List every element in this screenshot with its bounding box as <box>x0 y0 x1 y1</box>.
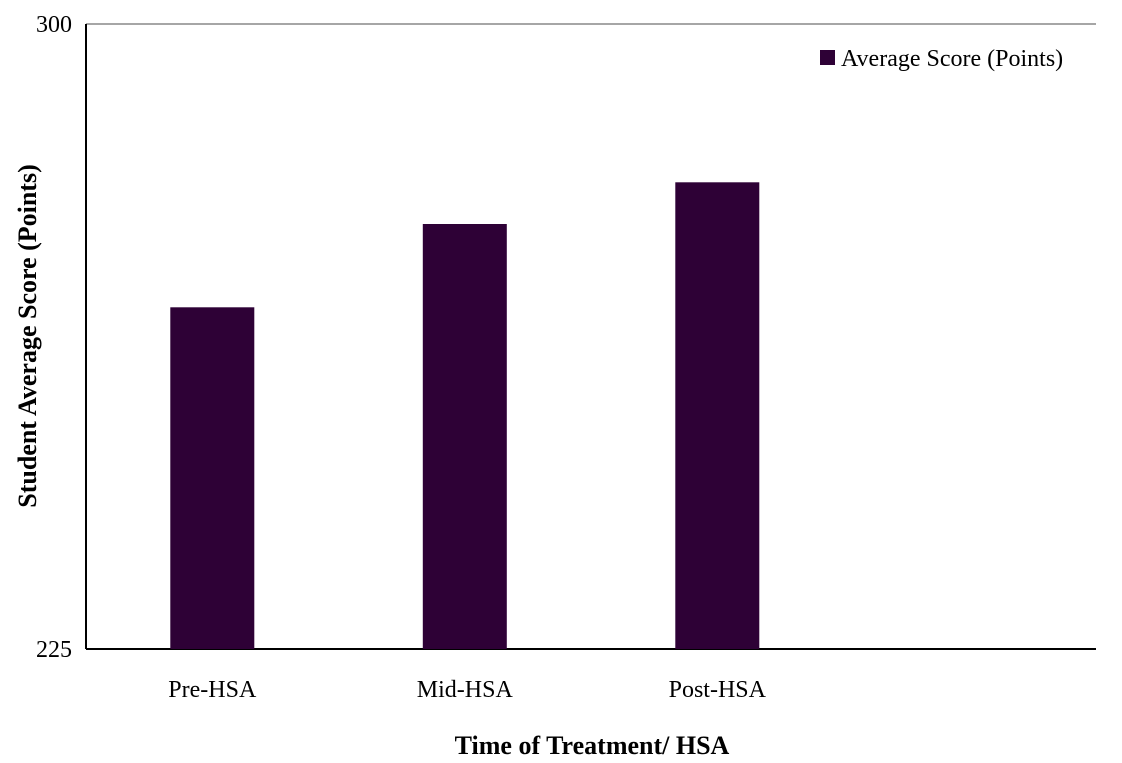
legend-swatch <box>820 50 835 65</box>
bar-pre-hsa <box>170 307 255 649</box>
y-tick-labels: 225 300 <box>36 12 72 663</box>
y-axis-title: Student Average Score (Points) <box>13 164 42 508</box>
plot-frame <box>85 23 1096 650</box>
legend-label: Average Score (Points) <box>841 46 1063 72</box>
bar-series <box>170 182 760 650</box>
y-tick-label: 225 <box>36 637 72 663</box>
bar-mid-hsa <box>422 224 507 649</box>
y-tick-label: 300 <box>36 12 72 38</box>
x-tick-label: Mid-HSA <box>417 677 514 703</box>
x-axis-title: Time of Treatment/ HSA <box>455 731 730 760</box>
x-tick-label: Post-HSA <box>669 677 767 703</box>
bar-post-hsa <box>675 182 760 650</box>
x-tick-labels: Pre-HSA Mid-HSA Post-HSA <box>168 677 766 703</box>
x-tick-label: Pre-HSA <box>168 677 257 703</box>
legend: Average Score (Points) <box>820 46 1063 72</box>
